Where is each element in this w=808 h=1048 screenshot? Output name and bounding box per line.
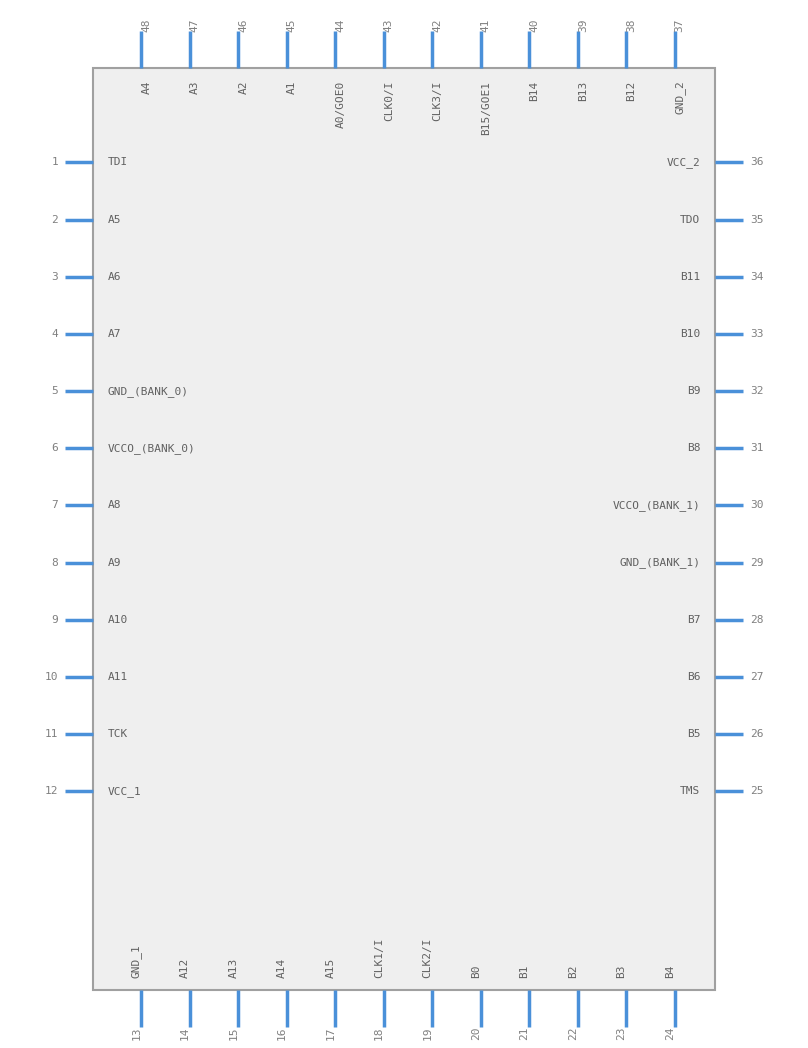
Text: B8: B8: [687, 443, 701, 453]
Text: A0/GOE0: A0/GOE0: [335, 81, 345, 128]
Text: 17: 17: [326, 1027, 335, 1040]
Text: CLK3/I: CLK3/I: [432, 81, 442, 122]
Text: 19: 19: [423, 1027, 432, 1040]
Text: A6: A6: [107, 271, 121, 282]
Text: 14: 14: [180, 1027, 190, 1040]
Text: 32: 32: [750, 386, 764, 396]
Text: 4: 4: [52, 329, 58, 339]
Text: 1: 1: [52, 157, 58, 168]
Text: 13: 13: [132, 1027, 141, 1040]
Text: GND_(BANK_0): GND_(BANK_0): [107, 386, 188, 396]
Text: 21: 21: [520, 1027, 529, 1040]
Text: CLK2/I: CLK2/I: [423, 937, 432, 978]
Text: GND_1: GND_1: [131, 944, 141, 978]
Text: 24: 24: [665, 1027, 675, 1040]
Text: B15/GOE1: B15/GOE1: [481, 81, 490, 135]
Text: 39: 39: [578, 19, 587, 31]
Text: B13: B13: [578, 81, 587, 101]
Text: 46: 46: [238, 19, 248, 31]
Text: B14: B14: [529, 81, 539, 101]
Text: 12: 12: [44, 786, 58, 796]
Text: 47: 47: [190, 19, 200, 31]
Text: A1: A1: [287, 81, 297, 94]
Text: 27: 27: [750, 672, 764, 682]
Text: VCCO_(BANK_0): VCCO_(BANK_0): [107, 443, 196, 454]
Text: A8: A8: [107, 501, 121, 510]
Text: 44: 44: [335, 19, 345, 31]
Text: 18: 18: [374, 1027, 384, 1040]
Text: B6: B6: [687, 672, 701, 682]
Text: B2: B2: [568, 964, 578, 978]
Text: A14: A14: [277, 958, 287, 978]
Text: 38: 38: [626, 19, 636, 31]
Text: 40: 40: [529, 19, 539, 31]
Text: 30: 30: [750, 501, 764, 510]
Text: 6: 6: [52, 443, 58, 453]
Text: A7: A7: [107, 329, 121, 339]
Text: CLK1/I: CLK1/I: [374, 937, 384, 978]
Text: B3: B3: [617, 964, 626, 978]
Text: B4: B4: [665, 964, 675, 978]
Text: 20: 20: [471, 1027, 481, 1040]
Text: A9: A9: [107, 558, 121, 568]
Text: TMS: TMS: [680, 786, 701, 796]
Text: B12: B12: [626, 81, 636, 101]
Text: 25: 25: [750, 786, 764, 796]
Text: 33: 33: [750, 329, 764, 339]
Text: VCCO_(BANK_1): VCCO_(BANK_1): [612, 500, 701, 510]
Text: 28: 28: [750, 615, 764, 625]
Text: TCK: TCK: [107, 729, 128, 739]
Text: B11: B11: [680, 271, 701, 282]
Text: A15: A15: [326, 958, 335, 978]
Text: B9: B9: [687, 386, 701, 396]
Text: 7: 7: [52, 501, 58, 510]
Text: 22: 22: [568, 1027, 578, 1040]
Text: VCC_2: VCC_2: [667, 157, 701, 168]
Text: 5: 5: [52, 386, 58, 396]
Text: A10: A10: [107, 615, 128, 625]
Text: A11: A11: [107, 672, 128, 682]
Text: 23: 23: [617, 1027, 626, 1040]
Text: 43: 43: [384, 19, 393, 31]
Text: B0: B0: [471, 964, 481, 978]
Text: 48: 48: [141, 19, 151, 31]
Text: 45: 45: [287, 19, 297, 31]
Text: 26: 26: [750, 729, 764, 739]
Text: 42: 42: [432, 19, 442, 31]
Text: B5: B5: [687, 729, 701, 739]
Text: 37: 37: [675, 19, 684, 31]
Text: A5: A5: [107, 215, 121, 224]
Text: A13: A13: [229, 958, 238, 978]
Text: CLK0/I: CLK0/I: [384, 81, 393, 122]
Text: 35: 35: [750, 215, 764, 224]
Text: 31: 31: [750, 443, 764, 453]
Text: 3: 3: [52, 271, 58, 282]
Text: B1: B1: [520, 964, 529, 978]
Text: VCC_1: VCC_1: [107, 786, 141, 796]
Text: 11: 11: [44, 729, 58, 739]
Text: 36: 36: [750, 157, 764, 168]
Text: A3: A3: [190, 81, 200, 94]
Text: A4: A4: [141, 81, 151, 94]
Text: 34: 34: [750, 271, 764, 282]
Text: 8: 8: [52, 558, 58, 568]
Text: 16: 16: [277, 1027, 287, 1040]
Text: 29: 29: [750, 558, 764, 568]
Text: A2: A2: [238, 81, 248, 94]
Text: GND_2: GND_2: [675, 81, 685, 114]
Text: 2: 2: [52, 215, 58, 224]
Text: 15: 15: [229, 1027, 238, 1040]
Text: GND_(BANK_1): GND_(BANK_1): [620, 558, 701, 568]
Text: 41: 41: [481, 19, 490, 31]
Text: B10: B10: [680, 329, 701, 339]
Text: 9: 9: [52, 615, 58, 625]
Text: B7: B7: [687, 615, 701, 625]
Text: TDO: TDO: [680, 215, 701, 224]
Text: A12: A12: [180, 958, 190, 978]
Text: 10: 10: [44, 672, 58, 682]
Bar: [93, 68, 715, 990]
Text: TDI: TDI: [107, 157, 128, 168]
